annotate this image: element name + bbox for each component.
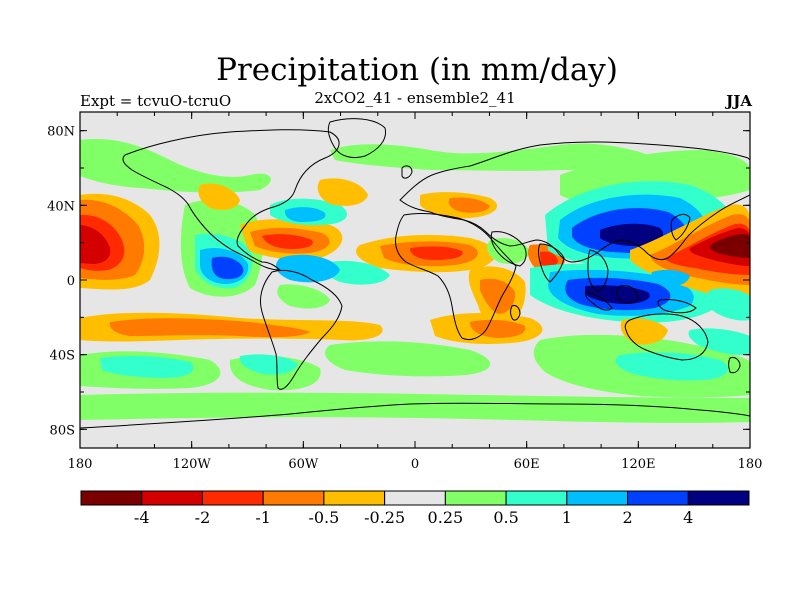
chart-title: Precipitation (in mm/day) (216, 52, 618, 88)
colorbar-label: 1 (562, 508, 572, 527)
coastline-uk (401, 165, 413, 179)
coastline-new-guinea (657, 299, 697, 314)
coastline-japan (670, 213, 691, 241)
anomaly-region-northwest-pacific-negative-5 (710, 234, 750, 258)
anomaly-region-atlantic-equatorial-positive (325, 260, 390, 285)
coastline-greenland (327, 118, 387, 159)
anomaly-region-north-atlantic-negative (317, 178, 368, 206)
colorbar-box (141, 490, 203, 506)
axis-ticks: 180 120W 60W 0 60E 120E 180 80N 40N 0 40S 80S (47, 112, 762, 472)
anomaly-region-sahel-negative-2 (448, 197, 490, 213)
anomaly-region-india-negative-2 (540, 251, 558, 267)
anomaly-region-atlantic-positive-2 (284, 207, 326, 222)
coastline-antarctica (80, 402, 750, 429)
y-tick-label: 40N (47, 199, 75, 214)
colorbar-label: -4 (134, 508, 150, 527)
colorbar-label: 0.25 (428, 508, 464, 527)
coastline-indochina (587, 249, 609, 293)
coastline-madagascar (510, 305, 521, 321)
colorbar: -4 -2 -1 -0.5 -0.25 0.25 0.5 1 2 4 (80, 490, 750, 527)
anomaly-region-pacific-southeast-positive (688, 328, 750, 356)
anomaly-region-southern-ocean-positive-3 (325, 341, 491, 377)
y-tick-label: 80N (47, 125, 75, 140)
coastline-new-zealand (728, 357, 741, 374)
coastline-north-america (122, 129, 340, 271)
anomaly-region-brazil-positive (277, 284, 330, 309)
anomaly-region-usa-negative (198, 183, 240, 210)
colorbar-box (262, 490, 325, 506)
coastline-africa (395, 213, 517, 341)
season-label: JJA (726, 92, 752, 110)
x-tick-label: 180 (738, 457, 763, 472)
coastline-arabia (490, 231, 527, 267)
colorbar-box (687, 490, 750, 506)
x-tick-label: 60E (514, 457, 540, 472)
colorbar-box (444, 490, 507, 506)
anomaly-region-antarctic-positive (80, 392, 750, 423)
experiment-label: Expt = tcvuO-tcruO (80, 92, 232, 110)
colorbar-box (505, 490, 568, 506)
colorbar-box (201, 490, 264, 506)
coastlines (80, 118, 750, 429)
y-tick-label: 40S (50, 349, 75, 364)
colorbar-label: 0.5 (493, 508, 518, 527)
colorbar-box (627, 490, 689, 506)
colorbar-label: -0.25 (364, 508, 405, 527)
colorbar-label: -1 (255, 508, 271, 527)
colorbar-box (566, 490, 629, 506)
anomaly-region-pacific-east-positive (706, 288, 750, 321)
y-tick-label: 0 (67, 274, 75, 289)
anomaly-region-itcz-atlantic-negative-3 (410, 246, 463, 260)
ensemble-label: 2xCO2_41 - ensemble2_41 (314, 89, 516, 107)
colorbar-label: 2 (622, 508, 632, 527)
colorbar-box (384, 490, 446, 506)
anomaly-region-indian-ocean-south-negative-2 (470, 319, 526, 338)
anomaly-region-southern-ocean-positive-6 (239, 354, 298, 375)
coastline-india (538, 243, 565, 283)
x-tick-label: 180 (68, 457, 93, 472)
colorbar-label: 4 (683, 508, 693, 527)
y-tick-label: 80S (50, 423, 75, 438)
colorbar-label: -2 (195, 508, 211, 527)
anomaly-region-atlantic-equatorial-positive-2 (275, 254, 340, 283)
anomaly-region-asia-positive-4 (600, 223, 664, 247)
coastline-borneo (616, 285, 639, 304)
x-tick-label: 120W (173, 457, 212, 472)
colorbar-box (80, 490, 143, 506)
anomaly-region-east-pacific-positive-4 (211, 256, 244, 280)
map-plot-area (80, 112, 750, 448)
colorbar-box (323, 490, 386, 506)
anomaly-region-west-pacific-negative-4 (80, 225, 111, 264)
coastline-australia (624, 313, 709, 361)
coastline-sumatra (585, 291, 613, 311)
coastline-south-america (259, 269, 343, 390)
anomaly-region-caribbean-negative-3 (262, 234, 313, 249)
colorbar-label: -0.5 (308, 508, 339, 527)
anomaly-region-south-pacific-negative-2 (109, 318, 310, 338)
anomaly-region-southern-ocean-positive-5 (615, 352, 728, 381)
anomaly-region-southern-ocean-positive-2 (100, 355, 194, 378)
x-tick-label: 60W (288, 457, 319, 472)
anomaly-region-philippine-sea-positive (651, 269, 690, 287)
anomaly-region-australia-negative (620, 318, 668, 345)
anomaly-region-arctic-positive (80, 139, 271, 193)
x-tick-label: 0 (411, 457, 419, 472)
x-tick-label: 120E (621, 457, 655, 472)
